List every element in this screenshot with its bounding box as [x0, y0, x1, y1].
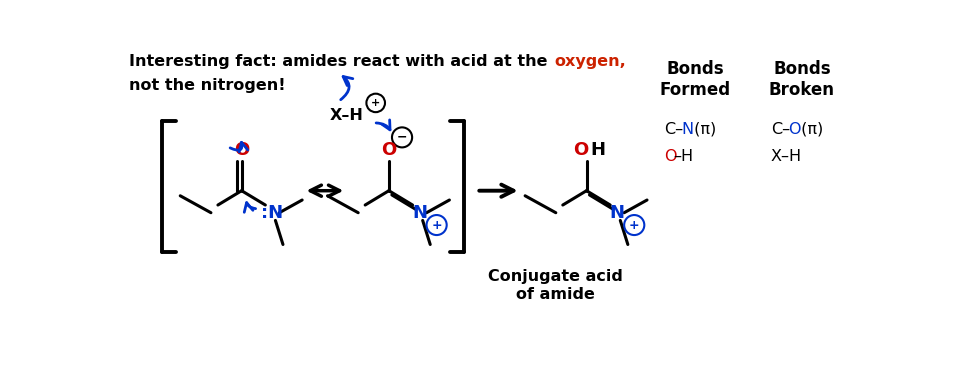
FancyArrowPatch shape [341, 77, 353, 100]
Text: X–H: X–H [330, 108, 364, 123]
Text: +: + [371, 98, 380, 108]
Text: O: O [234, 141, 249, 159]
Text: not the nitrogen!: not the nitrogen! [129, 77, 286, 92]
Text: C–: C– [664, 122, 683, 137]
Text: N: N [681, 122, 693, 137]
Text: H: H [591, 141, 606, 159]
Text: O: O [664, 148, 677, 164]
Text: O: O [381, 141, 397, 159]
Text: C–: C– [771, 122, 790, 137]
Text: Conjugate acid
of amide: Conjugate acid of amide [488, 269, 623, 302]
Text: O: O [788, 122, 801, 137]
FancyArrowPatch shape [479, 185, 513, 197]
FancyArrowPatch shape [310, 185, 339, 196]
FancyArrowPatch shape [376, 120, 390, 130]
Text: :N: :N [261, 204, 284, 222]
Text: oxygen,: oxygen, [554, 54, 626, 69]
Text: O: O [573, 141, 589, 159]
Text: +: + [432, 219, 442, 232]
Text: +: + [629, 219, 640, 232]
Text: X–H: X–H [771, 148, 802, 164]
Text: N: N [609, 204, 625, 222]
Text: (π): (π) [689, 122, 716, 137]
Text: N: N [412, 204, 427, 222]
FancyArrowPatch shape [244, 203, 256, 212]
Text: Interesting fact: amides react with acid at the: Interesting fact: amides react with acid… [129, 54, 553, 69]
Text: (π): (π) [796, 122, 823, 137]
Text: Bonds
Formed: Bonds Formed [659, 60, 731, 98]
Text: Bonds
Broken: Bonds Broken [769, 60, 835, 98]
FancyArrowPatch shape [230, 142, 248, 152]
Text: −: − [397, 131, 407, 144]
Text: –H: –H [674, 148, 693, 164]
